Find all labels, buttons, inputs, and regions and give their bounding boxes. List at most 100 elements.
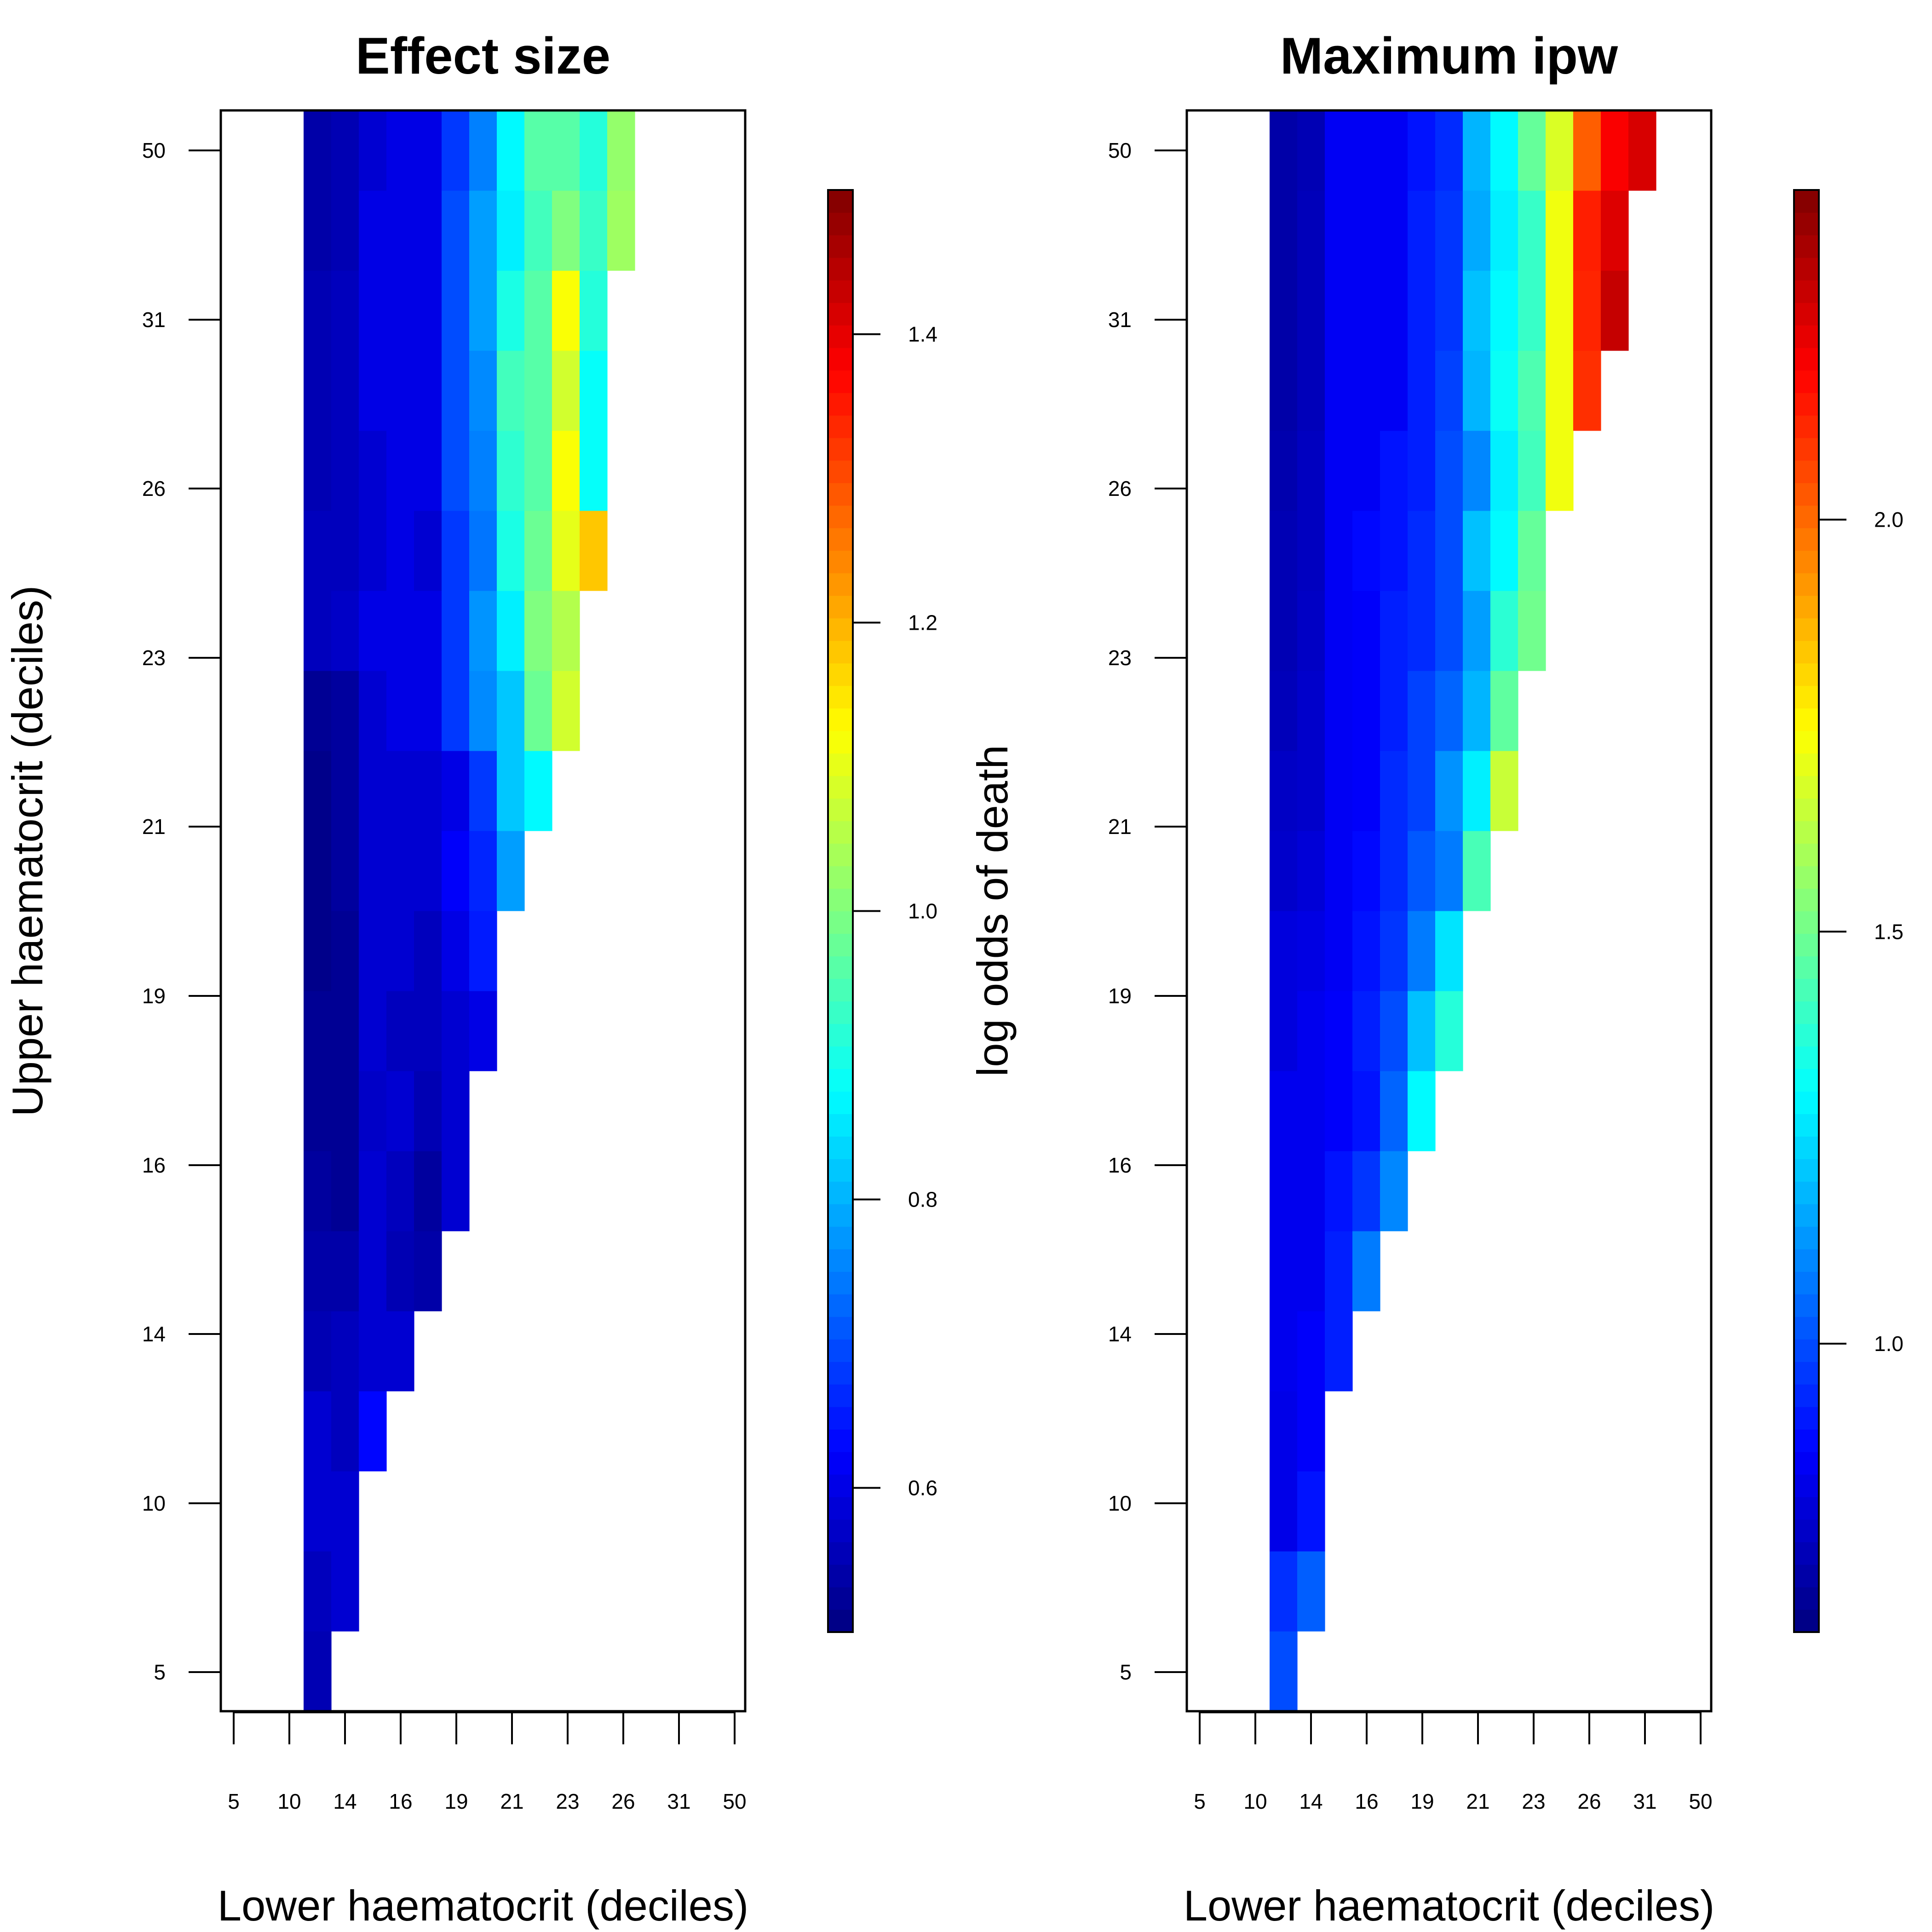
heatmap-cell [1546, 270, 1574, 351]
heatmap-cell [1352, 511, 1380, 591]
heatmap-cell [359, 110, 387, 191]
x-tick-label: 23 [556, 1789, 579, 1813]
colorbar-swatch [828, 1159, 853, 1182]
heatmap-cell [1518, 110, 1546, 191]
heatmap-cell [331, 270, 359, 351]
heatmap-cell [304, 1471, 332, 1552]
colorbar-swatch [1794, 392, 1819, 416]
heatmap-cell [1518, 431, 1546, 511]
heatmap-cell [1546, 431, 1574, 511]
colorbar-swatch [828, 798, 853, 822]
heatmap-cell [386, 1311, 414, 1392]
heatmap-cell [469, 591, 497, 671]
colorbar-swatch [828, 1294, 853, 1317]
y-tick-label: 10 [142, 1491, 166, 1515]
heatmap-cell [359, 351, 387, 431]
colorbar-swatch [1794, 911, 1819, 934]
heatmap-cell [1325, 1311, 1353, 1392]
y-axis-label: Upper haematocrit (deciles) [3, 586, 52, 1117]
heatmap-cell [1297, 1311, 1325, 1392]
colorbar-swatch [828, 1136, 853, 1159]
heatmap-cell [524, 591, 552, 671]
heatmap-cell [1380, 591, 1408, 671]
heatmap-cell [497, 751, 525, 831]
heatmap-cell [1490, 351, 1518, 431]
heatmap-cell [386, 190, 414, 271]
heatmap-cell [1270, 591, 1298, 671]
heatmap-cell [607, 190, 635, 271]
heatmap-cell [1325, 511, 1353, 591]
colorbar-swatch [828, 437, 853, 461]
heatmap-cell [1435, 671, 1463, 751]
heatmap-cell [552, 351, 580, 431]
colorbar-swatch [1794, 1294, 1819, 1317]
colorbar-swatch [1794, 257, 1819, 281]
y-tick-label: 21 [1108, 815, 1132, 839]
heatmap-cell [1518, 190, 1546, 271]
heatmap-cell [1518, 511, 1546, 591]
y-tick-label: 50 [1108, 138, 1132, 162]
x-axis: 5 10 14 16 19 21 23 26 31 50 [1194, 1711, 1713, 1813]
heatmap-cell [359, 1151, 387, 1231]
colorbar-swatch [1794, 685, 1819, 709]
y-tick-label: 5 [154, 1660, 166, 1684]
heatmap-cell [1325, 671, 1353, 751]
heatmap-cell [1546, 351, 1574, 431]
heatmap-cell [1325, 1231, 1353, 1311]
heatmap-cell [1435, 270, 1463, 351]
colorbar-swatch [1794, 1204, 1819, 1227]
heatmap-cell [580, 270, 608, 351]
heatmap-cell [1463, 110, 1491, 191]
heatmap-cell [442, 190, 470, 271]
panel-title: Maximum ipw [1280, 27, 1618, 85]
heatmap-cell [1380, 351, 1408, 431]
colorbar-swatch [1794, 460, 1819, 483]
y-tick-label: 31 [1108, 308, 1132, 332]
heatmap-cell [497, 511, 525, 591]
y-tick-label: 19 [1108, 984, 1132, 1008]
colorbar-swatch [1794, 843, 1819, 867]
heatmap-cell [1380, 991, 1408, 1071]
heatmap-cell [1297, 351, 1325, 431]
heatmap-cell [469, 110, 497, 191]
colorbar-swatch [828, 821, 853, 844]
y-tick-label: 21 [142, 815, 166, 839]
y-tick-label: 26 [142, 477, 166, 500]
heatmap-cell [1325, 110, 1353, 191]
heatmap-cell [331, 351, 359, 431]
heatmap-cell [1518, 591, 1546, 671]
heatmap-cell [1573, 270, 1601, 351]
colorbar-swatch [1794, 1024, 1819, 1046]
colorbar-swatch [1794, 933, 1819, 957]
heatmap-cell [414, 831, 442, 911]
x-tick-label: 10 [1243, 1789, 1267, 1813]
heatmap-cell [1297, 671, 1325, 751]
colorbar-swatch [1794, 325, 1819, 348]
colorbar-swatch [828, 1226, 853, 1249]
colorbar-swatch [828, 280, 853, 303]
heatmap-cell [580, 511, 608, 591]
colorbar: 1.0 1.5 2.0 [1793, 189, 1903, 1633]
colorbar-swatch [828, 1519, 853, 1542]
heatmap-cell [1325, 1071, 1353, 1151]
heatmap-cell [1297, 911, 1325, 991]
colorbar-swatch [828, 483, 853, 506]
heatmap-cell [1408, 831, 1436, 911]
colorbar-swatch [1794, 1407, 1819, 1430]
heatmap-cell [304, 751, 332, 831]
colorbar-tick-label: 0.6 [908, 1476, 937, 1500]
x-tick-label: 50 [1689, 1789, 1712, 1813]
colorbar-tick-label: 1.0 [1874, 1332, 1903, 1356]
heatmap-cell [497, 431, 525, 511]
heatmap-cell [414, 511, 442, 591]
colorbar-swatch [828, 1474, 853, 1497]
heatmap-cell [580, 431, 608, 511]
heatmap-cell [1408, 991, 1436, 1071]
heatmap-cell [1297, 591, 1325, 671]
heatmap-cell [1435, 511, 1463, 591]
colorbar-swatch [1794, 1474, 1819, 1497]
heatmap-cell [414, 991, 442, 1071]
heatmap-cell [304, 190, 332, 271]
x-tick-label: 5 [228, 1789, 240, 1813]
y-tick-label: 50 [142, 138, 166, 162]
